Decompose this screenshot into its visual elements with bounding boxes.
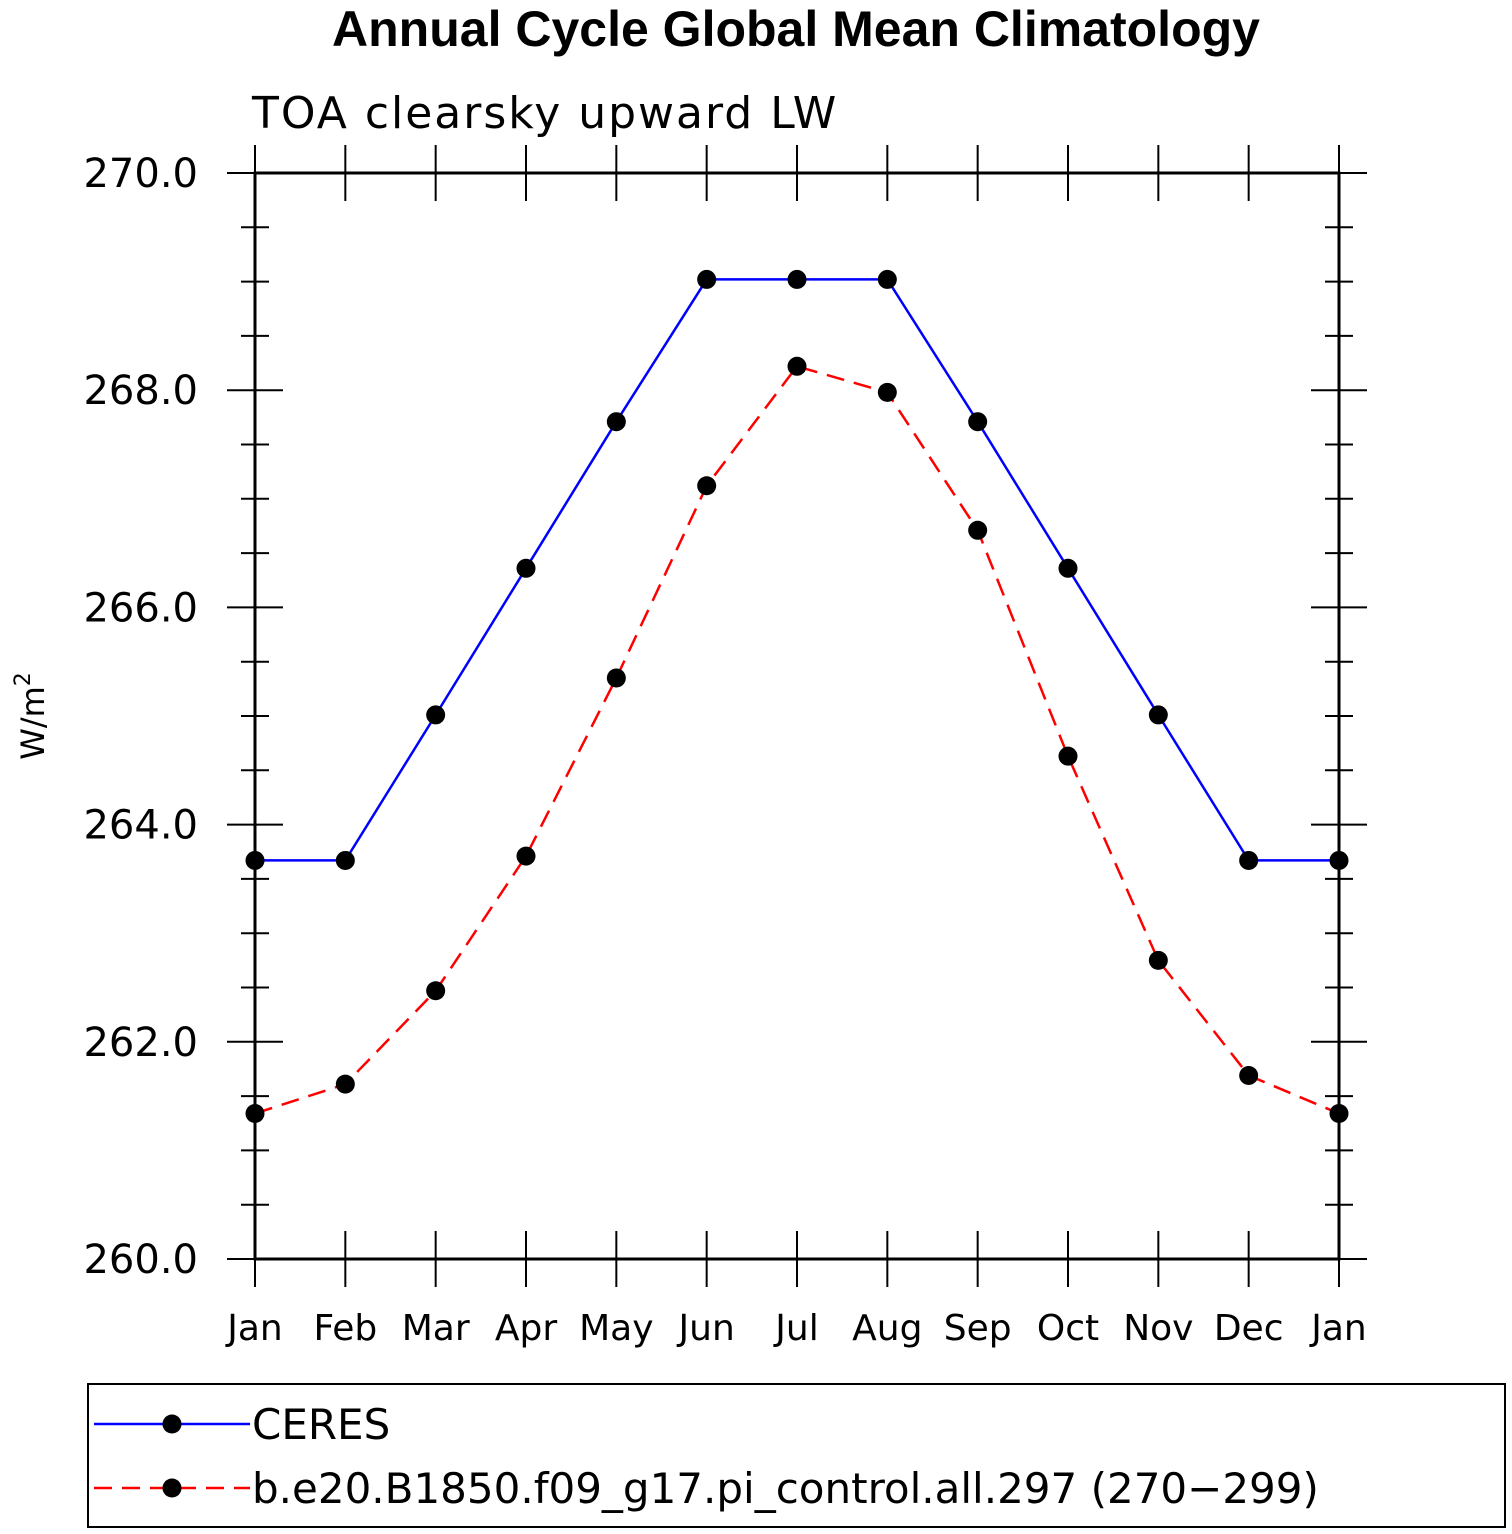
- y-tick-label: 262.0: [83, 1020, 198, 1066]
- legend-marker-0: [162, 1414, 182, 1434]
- x-tick-label: Dec: [1214, 1308, 1284, 1349]
- data-point-series-1: [426, 981, 446, 1001]
- legend: CERES b.e20.B1850.f09_g17.pi_control.all.…: [87, 1383, 1506, 1528]
- y-tick-label: 270.0: [83, 151, 198, 197]
- y-axis-label-text: W/m: [14, 686, 52, 760]
- series-line-1: [254, 364, 1340, 1115]
- legend-label-0: CERES: [252, 1400, 390, 1449]
- y-tick-label: 264.0: [83, 803, 198, 849]
- data-point-series-0: [426, 705, 446, 725]
- x-tick-label: Jan: [225, 1308, 283, 1349]
- x-tick-label: Jun: [677, 1308, 735, 1349]
- x-tick-label: Mar: [402, 1308, 470, 1349]
- plot-frame: [253, 171, 1341, 1261]
- x-tick-label: May: [579, 1308, 653, 1349]
- data-point-series-1: [1148, 950, 1168, 970]
- x-tick-label: Aug: [852, 1308, 922, 1349]
- axis-ticks: [227, 145, 1367, 1287]
- y-tick-label: 268.0: [83, 368, 198, 414]
- data-point-series-0: [787, 269, 807, 289]
- svg-text:W/m2: W/m2: [11, 672, 52, 760]
- legend-marker-1: [162, 1478, 182, 1498]
- data-point-series-1: [245, 1103, 265, 1123]
- chart-subtitle: TOA clearsky upward LW: [251, 88, 838, 139]
- data-point-series-0: [1058, 558, 1078, 578]
- data-point-series-1: [335, 1074, 355, 1094]
- data-point-series-0: [968, 412, 988, 432]
- x-tick-labels: Jan Feb Mar Apr May Jun Jul Aug Sep Oct Nov Dec Jan: [225, 1308, 1367, 1349]
- series-lines: [254, 278, 1340, 1115]
- data-point-series-1: [968, 520, 988, 540]
- x-tick-label: Jan: [1309, 1308, 1367, 1349]
- data-point-series-0: [697, 269, 717, 289]
- legend-box: [87, 1383, 1506, 1528]
- x-tick-label: Nov: [1123, 1308, 1193, 1349]
- data-point-series-0: [877, 269, 897, 289]
- series-points: [245, 269, 1349, 1123]
- data-point-series-0: [516, 558, 536, 578]
- data-point-series-0: [1239, 850, 1259, 870]
- data-point-series-0: [335, 850, 355, 870]
- data-point-series-1: [516, 846, 536, 866]
- y-axis-label: W/m2: [11, 672, 52, 760]
- data-point-series-1: [877, 382, 897, 402]
- x-tick-label: Apr: [495, 1308, 557, 1349]
- data-point-series-0: [1148, 705, 1168, 725]
- chart-title: Annual Cycle Global Mean Climatology: [332, 1, 1260, 57]
- x-tick-label: Feb: [313, 1308, 377, 1349]
- legend-label-1: b.e20.B1850.f09_g17.pi_control.all.297 (…: [252, 1464, 1319, 1513]
- data-point-series-1: [1329, 1103, 1349, 1123]
- y-tick-label: 260.0: [83, 1237, 198, 1283]
- x-tick-label: Jul: [773, 1308, 818, 1349]
- data-point-series-0: [245, 850, 265, 870]
- data-point-series-1: [787, 356, 807, 376]
- data-point-series-1: [1058, 746, 1078, 766]
- x-tick-label: Sep: [944, 1308, 1012, 1349]
- data-point-series-1: [1239, 1065, 1259, 1085]
- data-point-series-0: [1329, 850, 1349, 870]
- y-tick-label: 266.0: [83, 585, 198, 631]
- x-tick-label: Oct: [1037, 1308, 1099, 1349]
- data-point-series-0: [606, 412, 626, 432]
- data-point-series-1: [697, 476, 717, 496]
- y-tick-labels: 260.0 262.0 264.0 266.0 268.0 270.0: [83, 151, 198, 1283]
- y-axis-label-superscript: 2: [11, 672, 36, 686]
- data-point-series-1: [606, 668, 626, 688]
